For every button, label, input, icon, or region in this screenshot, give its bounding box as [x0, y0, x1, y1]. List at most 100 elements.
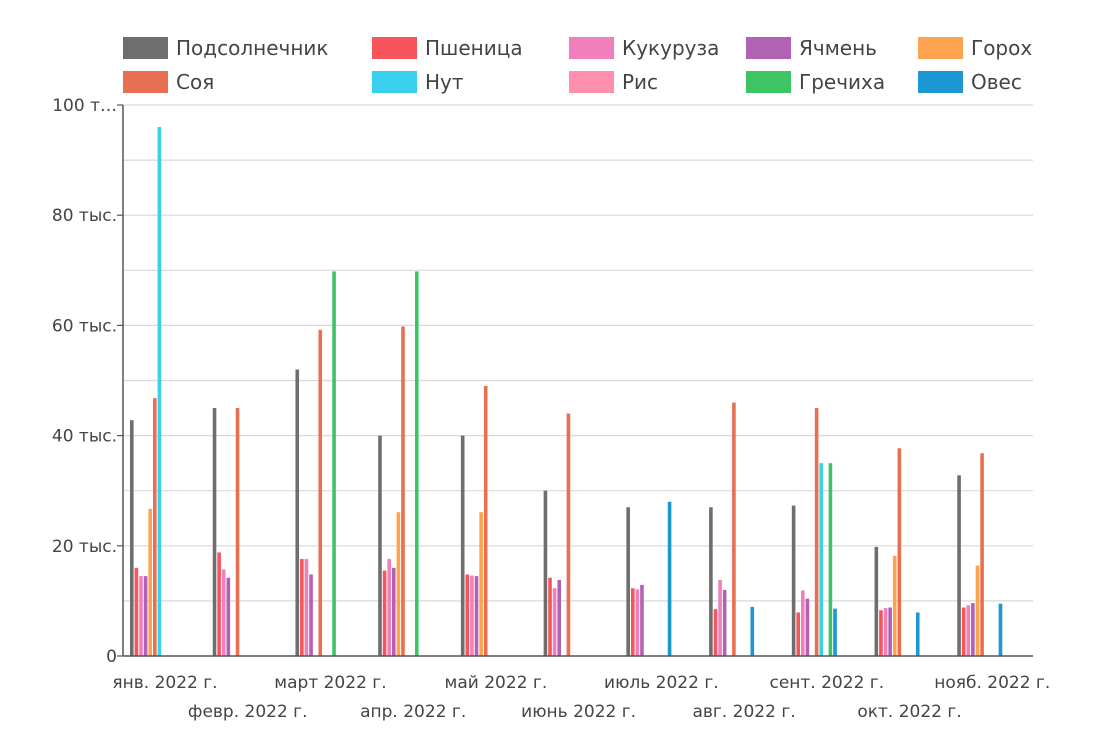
y-tick-label: 100 т… — [52, 96, 117, 116]
bar[interactable] — [226, 577, 231, 656]
bar[interactable] — [318, 329, 323, 656]
bar[interactable] — [791, 505, 796, 656]
bar[interactable] — [148, 508, 152, 656]
bar[interactable] — [796, 612, 801, 656]
y-tick-label: 60 тыс. — [52, 316, 117, 336]
bar[interactable] — [998, 603, 1003, 656]
legend-swatch — [746, 71, 791, 93]
legend-item[interactable]: Подсолнечник — [123, 36, 328, 60]
bar[interactable] — [667, 501, 672, 656]
bar[interactable] — [626, 507, 630, 656]
bar[interactable] — [966, 605, 971, 656]
bar[interactable] — [722, 589, 727, 656]
bar[interactable] — [819, 463, 824, 656]
bar[interactable] — [221, 569, 226, 656]
bar[interactable] — [630, 588, 635, 656]
bar[interactable] — [548, 577, 552, 656]
bar[interactable] — [130, 420, 134, 656]
bar[interactable] — [732, 402, 736, 656]
bar[interactable] — [980, 453, 984, 656]
bar[interactable] — [543, 490, 548, 656]
bar[interactable] — [414, 271, 419, 656]
bar[interactable] — [309, 574, 313, 656]
bar[interactable] — [157, 127, 162, 657]
y-tick-label: 20 тыс. — [52, 537, 117, 557]
bar[interactable] — [396, 512, 401, 656]
legend-item[interactable]: Овес — [918, 70, 1022, 94]
bar[interactable] — [750, 606, 755, 656]
bar[interactable] — [879, 610, 883, 656]
bar[interactable] — [709, 507, 713, 656]
bar[interactable] — [828, 463, 833, 656]
bar[interactable] — [971, 603, 975, 656]
bar[interactable] — [566, 413, 571, 656]
bar[interactable] — [805, 598, 810, 656]
legend-item[interactable]: Горох — [918, 36, 1032, 60]
bar[interactable] — [217, 552, 221, 656]
x-tick-label: июнь 2022 г. — [521, 702, 636, 722]
bar[interactable] — [483, 386, 488, 656]
bar[interactable] — [474, 576, 479, 656]
bar[interactable] — [888, 607, 892, 656]
x-tick-label: сент. 2022 г. — [769, 673, 884, 693]
bar[interactable] — [470, 575, 474, 656]
bar[interactable] — [134, 567, 139, 656]
bar[interactable] — [460, 435, 465, 656]
bar[interactable] — [718, 579, 722, 656]
x-tick-label: февр. 2022 г. — [188, 702, 308, 722]
bar[interactable] — [465, 574, 470, 656]
bar[interactable] — [235, 408, 240, 656]
legend-item[interactable]: Нут — [372, 70, 464, 94]
legend-item[interactable]: Гречиха — [746, 70, 885, 94]
bar[interactable] — [382, 570, 387, 656]
y-tick-label: 40 тыс. — [52, 427, 117, 447]
bar[interactable] — [300, 559, 304, 656]
bar[interactable] — [874, 546, 879, 656]
bar[interactable] — [295, 369, 300, 656]
legend-label: Рис — [622, 70, 658, 94]
bar[interactable] — [897, 448, 902, 656]
x-tick-label: окт. 2022 г. — [857, 702, 961, 722]
bar[interactable] — [833, 608, 837, 656]
bar[interactable] — [143, 576, 148, 656]
legend-swatch — [569, 37, 614, 59]
bar[interactable] — [975, 565, 980, 656]
bar[interactable] — [378, 435, 382, 656]
legend-item[interactable]: Рис — [569, 70, 658, 94]
bar[interactable] — [552, 588, 557, 656]
bar[interactable] — [957, 475, 961, 656]
bar[interactable] — [304, 559, 309, 656]
x-tick-label: март 2022 г. — [274, 673, 386, 693]
bar[interactable] — [401, 326, 405, 656]
bar[interactable] — [915, 612, 920, 656]
bar[interactable] — [892, 555, 897, 656]
bar[interactable] — [212, 408, 217, 656]
legend-item[interactable]: Кукуруза — [569, 36, 719, 60]
bar[interactable] — [557, 579, 562, 656]
bar[interactable] — [391, 567, 396, 656]
bar[interactable] — [713, 609, 718, 656]
y-tick-label: 80 тыс. — [52, 206, 117, 226]
bar[interactable] — [961, 607, 966, 656]
bar[interactable] — [640, 584, 644, 656]
legend-label: Кукуруза — [622, 36, 719, 60]
bar[interactable] — [387, 559, 391, 656]
bar[interactable] — [139, 576, 143, 656]
legend-swatch — [918, 71, 963, 93]
bar[interactable] — [635, 589, 640, 656]
bar[interactable] — [479, 512, 483, 656]
bar[interactable] — [883, 608, 888, 656]
legend-item[interactable]: Соя — [123, 70, 214, 94]
bar[interactable] — [332, 271, 336, 656]
bar[interactable] — [153, 398, 157, 656]
y-tick-label: 0 — [106, 647, 117, 667]
bar[interactable] — [814, 408, 819, 656]
legend-swatch — [918, 37, 963, 59]
legend-swatch — [569, 71, 614, 93]
bar[interactable] — [801, 590, 805, 656]
legend-label: Пшеница — [425, 36, 523, 60]
legend-item[interactable]: Ячмень — [746, 36, 877, 60]
legend-label: Нут — [425, 70, 464, 94]
legend-item[interactable]: Пшеница — [372, 36, 523, 60]
